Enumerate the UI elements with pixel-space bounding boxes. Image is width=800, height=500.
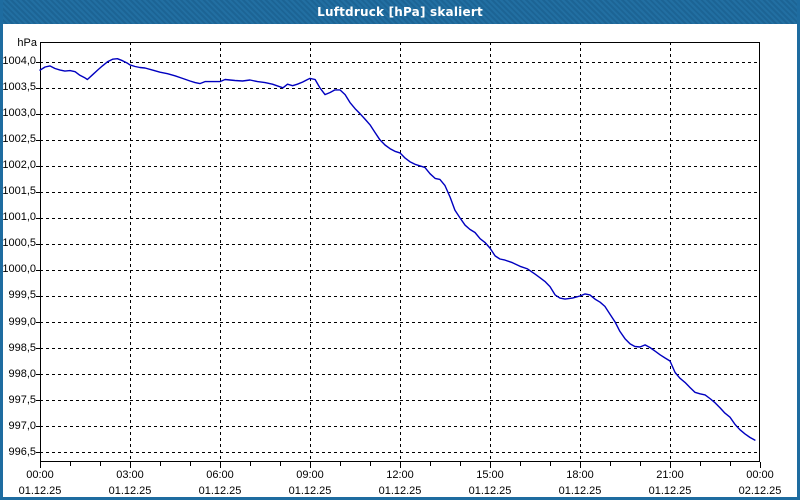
y-axis-unit-label: hPa [17,37,37,49]
x-tick-time-label: 09:00 [296,469,324,481]
x-tick-time-label: 00:00 [26,469,54,481]
x-tick-date-label: 01.12.25 [648,485,692,497]
x-tick-time-label: 00:00 [746,469,774,481]
y-tick-label: 1002,0 [2,159,36,172]
y-tick-label: 997,0 [8,419,36,432]
y-tick-label: 1004,0 [2,55,36,68]
y-tick-label: 1000,0 [2,263,36,276]
x-tick-date-label: 01.12.25 [468,485,512,497]
x-tick-date-label: 01.12.25 [108,485,152,497]
pressure-chart-plot [36,42,761,468]
y-tick-label: 1001,5 [2,185,36,198]
x-tick-date-label: 01.12.25 [378,485,422,497]
x-tick-date-label: 02.12.25 [738,485,782,497]
y-tick-label: 1003,5 [2,81,36,94]
x-tick-date-label: 01.12.25 [558,485,602,497]
y-tick-label: 1002,5 [2,133,36,146]
y-tick-label: 999,0 [8,315,36,328]
y-tick-label: 997,5 [8,393,36,406]
y-tick-label: 999,5 [8,289,36,302]
x-tick-date-label: 01.12.25 [198,485,242,497]
x-tick-date-label: 01.12.25 [18,485,62,497]
x-tick-time-label: 12:00 [386,469,414,481]
x-tick-time-label: 15:00 [476,469,504,481]
window-titlebar[interactable]: Luftdruck [hPa] skaliert [3,0,797,24]
y-tick-label: 996,5 [8,445,36,458]
x-tick-time-label: 06:00 [206,469,234,481]
chart-area: hPa 1004,0 1003,5 1003,0 1002,5 1002,0 1001,5… [2,24,797,497]
x-tick-time-label: 03:00 [116,469,144,481]
y-tick-label: 1003,0 [2,107,36,120]
pressure-line [39,58,756,441]
y-tick-label: 998,5 [8,341,36,354]
x-tick-date-label: 01.12.25 [288,485,332,497]
y-tick-label: 998,0 [8,367,36,380]
x-tick-time-label: 18:00 [566,469,594,481]
x-tick-time-label: 21:00 [656,469,684,481]
window-title: Luftdruck [hPa] skaliert [317,5,483,19]
plot-border [40,42,760,462]
y-tick-label: 1001,0 [2,211,36,224]
y-tick-label: 1000,5 [2,237,36,250]
